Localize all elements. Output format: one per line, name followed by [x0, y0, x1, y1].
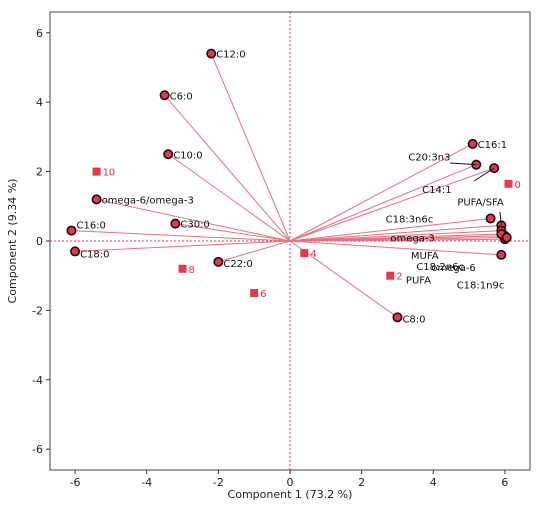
loading-label: C14:1	[422, 185, 451, 196]
loading-point	[485, 213, 496, 224]
loading-labels: C12:0 C6:0 C10:0 omega-6/omega-3 C16:0 C30:0 C…	[76, 50, 507, 326]
loading-vector	[289, 233, 502, 242]
observation-point	[250, 289, 259, 298]
x-tick-label: 6	[501, 476, 508, 489]
loading-vector	[289, 143, 473, 242]
loading-vector	[289, 167, 495, 242]
loading-vector	[96, 198, 291, 242]
loading-point	[213, 256, 224, 267]
observation-point	[178, 264, 187, 273]
loading-vector	[210, 53, 291, 242]
loading-point	[170, 218, 181, 229]
observation-label: 8	[189, 265, 195, 276]
loading-vectors	[71, 53, 507, 318]
loading-vector	[289, 217, 491, 242]
loading-label: C18:3n6c	[386, 214, 434, 225]
y-tick-label: -4	[32, 374, 43, 387]
loading-markers	[66, 48, 512, 323]
loading-label: C12:0	[216, 50, 245, 61]
x-tick-label: -4	[141, 476, 152, 489]
loading-vector	[75, 240, 291, 252]
observation-point	[92, 167, 101, 176]
label-leader-line	[499, 211, 502, 226]
loading-label: C6:0	[170, 91, 193, 102]
observation-point	[300, 249, 309, 258]
observation-label: 0	[515, 180, 521, 191]
axis-ticks: -6 -4 -2 0 2 4 6 -6 -4 -2 0 2 4 6	[32, 27, 508, 489]
observation-point	[386, 271, 395, 280]
loading-point	[496, 249, 507, 260]
loading-point	[91, 194, 102, 205]
loading-label: MUFA	[411, 251, 439, 262]
loading-point	[501, 232, 512, 243]
loading-vector	[289, 237, 507, 242]
loading-point	[66, 225, 77, 236]
observation-label: 2	[396, 272, 402, 283]
loading-point	[392, 312, 403, 323]
loading-point	[467, 138, 478, 149]
loading-vector	[164, 94, 291, 242]
loading-label: omega-3	[390, 234, 434, 245]
observation-points: 0 2 4 6 8 10	[92, 167, 521, 300]
x-tick-label: 4	[430, 476, 437, 489]
label-leader-line	[449, 162, 477, 166]
loading-label: C16:1	[478, 140, 507, 151]
loading-point	[70, 246, 81, 257]
loading-point	[159, 90, 170, 101]
loading-label: omega-6/omega-3	[102, 195, 194, 206]
x-tick-label: 0	[287, 476, 294, 489]
loading-label: C30:0	[180, 220, 209, 231]
loading-vector	[289, 224, 502, 242]
y-tick-label: 4	[36, 96, 43, 109]
x-tick-label: -6	[70, 476, 81, 489]
loading-vector	[167, 153, 291, 242]
x-tick-label: 2	[358, 476, 365, 489]
y-tick-label: -6	[32, 443, 43, 456]
y-tick-label: 2	[36, 166, 43, 179]
x-tick-label: -2	[213, 476, 224, 489]
y-axis-title: Component 2 (9.34 %)	[6, 179, 19, 304]
loading-vector	[71, 230, 291, 242]
loading-label: C16:0	[76, 221, 105, 232]
loading-vector	[218, 240, 291, 263]
loading-label: C18:0	[80, 249, 109, 260]
loading-label: PUFA	[406, 275, 431, 286]
x-axis-title: Component 1 (73.2 %)	[228, 488, 353, 501]
loading-label: C18:2n6c	[416, 262, 464, 273]
y-tick-label: 0	[36, 235, 43, 248]
loading-label: C10:0	[173, 150, 202, 161]
observation-label: 4	[310, 249, 316, 260]
y-tick-label: -2	[32, 304, 43, 317]
loading-label: C18:1n9c	[457, 281, 505, 292]
loading-label: C22:0	[223, 259, 252, 270]
observation-point	[504, 179, 513, 188]
loading-label: omega-6	[431, 263, 475, 274]
loading-vector	[289, 240, 502, 256]
loading-label: C20:3n3	[408, 153, 450, 164]
loading-vector	[289, 230, 502, 242]
loading-label: C8:0	[402, 314, 425, 325]
y-tick-label: 6	[36, 27, 43, 40]
label-leader-line	[473, 167, 495, 182]
observation-label: 6	[260, 289, 266, 300]
loading-point	[163, 149, 174, 160]
loading-vector	[175, 223, 291, 242]
loading-point	[206, 48, 217, 59]
loading-vector	[289, 164, 477, 242]
observation-label: 10	[103, 168, 116, 179]
loading-label: PUFA/SFA	[457, 197, 504, 208]
